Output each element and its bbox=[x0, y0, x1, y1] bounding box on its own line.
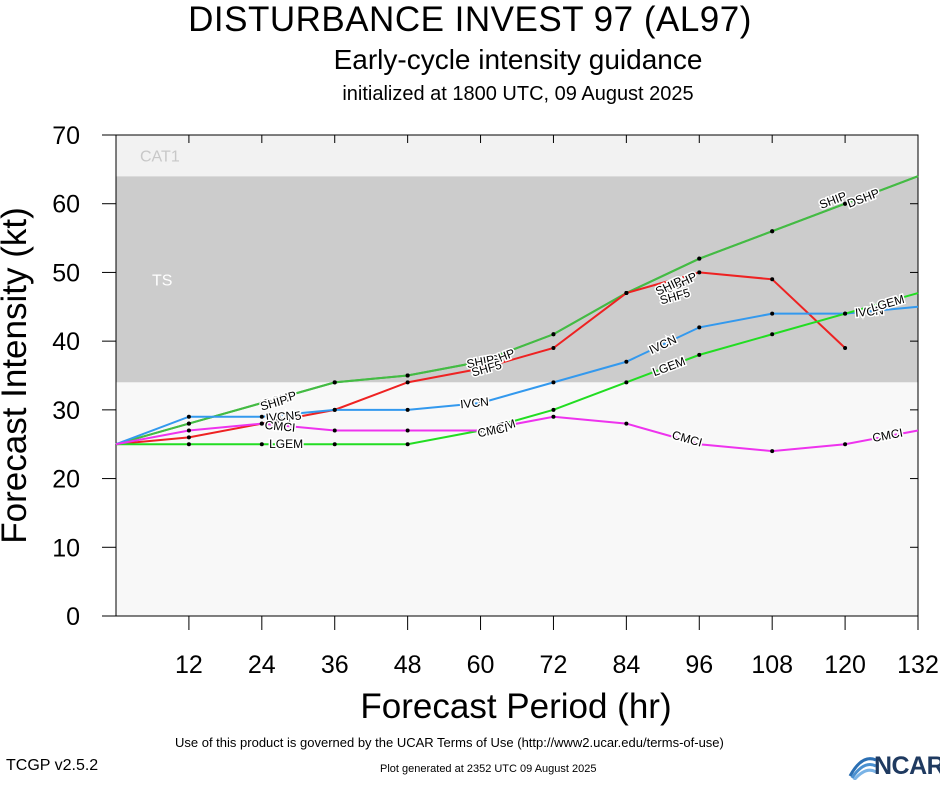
data-point-shf5 bbox=[405, 380, 410, 385]
x-tick-label: 108 bbox=[751, 651, 793, 679]
data-point-shf5 bbox=[624, 291, 629, 296]
data-point-shf5 bbox=[843, 346, 848, 351]
data-point-ship bbox=[843, 201, 848, 206]
data-point-cmci bbox=[697, 442, 702, 447]
band-label: CAT1 bbox=[140, 149, 180, 166]
y-tick-label: 0 bbox=[66, 603, 80, 631]
data-point-ship bbox=[186, 421, 191, 426]
x-axis-label: Forecast Period (hr) bbox=[360, 687, 671, 726]
intensity-band bbox=[116, 176, 918, 383]
terms-of-use-text: Use of this product is governed by the U… bbox=[175, 735, 724, 750]
data-point-ship bbox=[478, 359, 483, 364]
data-point-ship bbox=[332, 380, 337, 385]
data-point-ivcn bbox=[186, 414, 191, 419]
x-tick-label: 120 bbox=[824, 651, 866, 679]
series-line-lgem bbox=[116, 292, 919, 446]
x-tick-label: 36 bbox=[321, 651, 349, 679]
data-point-cmci bbox=[332, 428, 337, 433]
data-point-ship bbox=[770, 229, 775, 234]
data-point-ivcn bbox=[624, 359, 629, 364]
data-point-ivcn bbox=[259, 414, 264, 419]
data-point-ivcn bbox=[332, 407, 337, 412]
version-label: TCGP v2.5.2 bbox=[6, 757, 99, 774]
series-line-cmci bbox=[115, 415, 919, 453]
data-point-ivcn bbox=[770, 311, 775, 316]
data-point-ship bbox=[697, 256, 702, 261]
data-point-shf5 bbox=[478, 366, 483, 371]
data-point-lgem bbox=[405, 442, 410, 447]
series-line-ship bbox=[115, 175, 919, 446]
y-tick-label: 30 bbox=[52, 397, 80, 425]
data-point-cmci bbox=[478, 428, 483, 433]
data-point-ivcn bbox=[405, 407, 410, 412]
data-point-lgem bbox=[770, 332, 775, 337]
y-tick-label: 60 bbox=[52, 191, 80, 219]
data-point-cmci bbox=[551, 414, 556, 419]
generated-timestamp: Plot generated at 2352 UTC 09 August 202… bbox=[380, 763, 597, 775]
ncar-logo-text: NCAR bbox=[874, 752, 940, 780]
band-label: TS bbox=[152, 272, 172, 289]
x-tick-label: 48 bbox=[394, 651, 422, 679]
x-tick-label: 12 bbox=[175, 651, 203, 679]
data-point-ship bbox=[259, 400, 264, 405]
data-point-shf5 bbox=[551, 346, 556, 351]
data-point-cmci bbox=[405, 428, 410, 433]
data-point-lgem bbox=[551, 407, 556, 412]
series-line-ivcn bbox=[115, 305, 919, 446]
chart-title: DISTURBANCE INVEST 97 (AL97) bbox=[188, 0, 752, 39]
x-tick-label: 84 bbox=[612, 651, 640, 679]
ncar-logo: NCAR bbox=[848, 752, 940, 781]
x-tick-label: 132 bbox=[897, 651, 939, 679]
y-axis-label: Forecast Intensity (kt) bbox=[0, 207, 34, 543]
y-tick-label: 10 bbox=[52, 534, 80, 562]
data-point-cmci bbox=[186, 428, 191, 433]
data-point-lgem bbox=[259, 442, 264, 447]
y-tick-label: 20 bbox=[52, 466, 80, 494]
data-point-lgem bbox=[697, 352, 702, 357]
init-time: initialized at 1800 UTC, 09 August 2025 bbox=[342, 83, 694, 105]
series-label-ship: SHIP bbox=[465, 352, 495, 371]
data-point-lgem bbox=[843, 311, 848, 316]
x-tick-label: 96 bbox=[685, 651, 713, 679]
chart-subtitle: Early-cycle intensity guidance bbox=[333, 44, 703, 75]
data-point-ship bbox=[405, 373, 410, 378]
data-point-ivcn bbox=[478, 400, 483, 405]
x-tick-label: 60 bbox=[467, 651, 495, 679]
data-point-lgem bbox=[186, 442, 191, 447]
series-label-lgem: LGEM bbox=[269, 437, 303, 451]
data-point-ivcn bbox=[697, 325, 702, 330]
data-point-cmci bbox=[770, 449, 775, 454]
series-label-ivcn: IVCN bbox=[854, 303, 884, 320]
data-point-shf5 bbox=[697, 270, 702, 275]
series-label-cmci: CMCI bbox=[264, 418, 296, 435]
intensity-band bbox=[116, 135, 918, 177]
x-tick-label: 72 bbox=[540, 651, 568, 679]
data-point-ship bbox=[551, 332, 556, 337]
ncar-swoosh-icon bbox=[848, 757, 877, 781]
y-tick-label: 50 bbox=[52, 259, 80, 287]
x-tick-label: 24 bbox=[248, 651, 276, 679]
data-point-ivcn bbox=[551, 380, 556, 385]
series-label-ivcn: IVCN bbox=[265, 408, 295, 425]
data-point-cmci bbox=[843, 442, 848, 447]
data-point-shf5 bbox=[186, 435, 191, 440]
data-point-lgem bbox=[332, 442, 337, 447]
series-label-ivcn: IVCN bbox=[460, 395, 490, 412]
y-tick-label: 40 bbox=[52, 328, 80, 356]
data-point-lgem bbox=[624, 380, 629, 385]
plot-frame bbox=[115, 134, 919, 617]
intensity-band bbox=[116, 382, 918, 616]
data-point-cmci bbox=[259, 421, 264, 426]
y-tick-label: 70 bbox=[52, 122, 80, 150]
data-point-shf5 bbox=[770, 277, 775, 282]
data-point-cmci bbox=[624, 421, 629, 426]
